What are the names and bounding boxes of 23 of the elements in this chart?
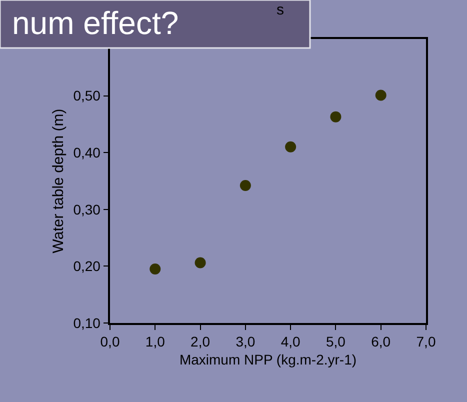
y-tick-label: 0,50: [73, 88, 101, 104]
x-tick-label: 1,0: [145, 334, 166, 350]
x-tick-label: 6,0: [371, 334, 391, 350]
point: [375, 90, 386, 101]
x-tick-label: 2,0: [190, 334, 210, 350]
x-axis-title: Maximum NPP (kg.m-2.yr-1): [179, 351, 357, 368]
x-tick-label: 7,0: [416, 334, 436, 350]
point: [194, 257, 206, 268]
chart-title: s: [276, 2, 284, 19]
y-tick-label: 0,30: [73, 201, 101, 218]
x-tick-label: 3,0: [236, 334, 256, 350]
x-tick-label: 5,0: [326, 334, 346, 350]
point: [150, 264, 161, 275]
y-axis-title: Water table depth (m): [50, 108, 67, 254]
y-tick-label: 0,20: [73, 258, 101, 274]
x-tick-label: 4,0: [280, 334, 301, 350]
annotation: num effect?: [12, 5, 179, 41]
y-tick-label: 0,10: [73, 314, 101, 331]
point: [240, 180, 251, 192]
point: [330, 111, 342, 122]
x-tick-label: 0,0: [100, 334, 120, 350]
y-tick-label: 0,40: [73, 144, 101, 160]
point: [285, 141, 296, 152]
